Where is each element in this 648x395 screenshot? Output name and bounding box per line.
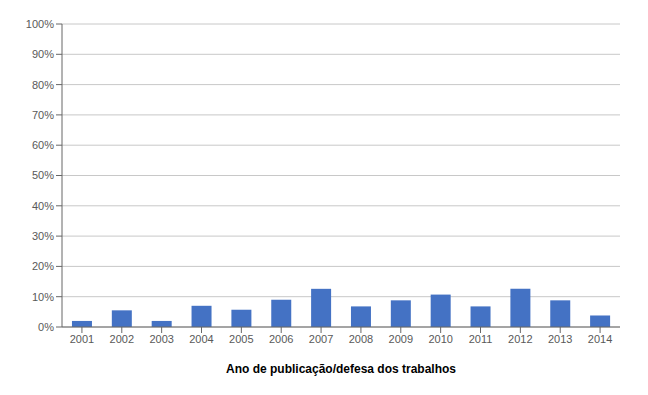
svg-text:30%: 30% bbox=[32, 230, 54, 242]
svg-text:0%: 0% bbox=[38, 321, 54, 333]
svg-text:60%: 60% bbox=[32, 139, 54, 151]
svg-text:100%: 100% bbox=[26, 18, 54, 30]
svg-text:2005: 2005 bbox=[229, 333, 253, 345]
svg-text:2006: 2006 bbox=[269, 333, 293, 345]
svg-text:2008: 2008 bbox=[349, 333, 373, 345]
svg-text:Ano de publicação/defesa dos t: Ano de publicação/defesa dos trabalhos bbox=[226, 362, 456, 376]
svg-text:2004: 2004 bbox=[189, 333, 213, 345]
svg-text:2011: 2011 bbox=[469, 333, 493, 345]
svg-text:2014: 2014 bbox=[588, 333, 612, 345]
svg-text:80%: 80% bbox=[32, 79, 54, 91]
svg-text:2012: 2012 bbox=[508, 333, 532, 345]
svg-text:2009: 2009 bbox=[389, 333, 413, 345]
svg-text:40%: 40% bbox=[32, 200, 54, 212]
svg-text:2001: 2001 bbox=[70, 333, 94, 345]
svg-text:2003: 2003 bbox=[149, 333, 173, 345]
svg-text:2002: 2002 bbox=[110, 333, 134, 345]
svg-text:2010: 2010 bbox=[428, 333, 452, 345]
svg-text:2013: 2013 bbox=[548, 333, 572, 345]
svg-text:2007: 2007 bbox=[309, 333, 333, 345]
svg-text:10%: 10% bbox=[32, 291, 54, 303]
svg-text:70%: 70% bbox=[32, 109, 54, 121]
svg-text:90%: 90% bbox=[32, 48, 54, 60]
svg-text:20%: 20% bbox=[32, 260, 54, 272]
svg-text:50%: 50% bbox=[32, 169, 54, 181]
